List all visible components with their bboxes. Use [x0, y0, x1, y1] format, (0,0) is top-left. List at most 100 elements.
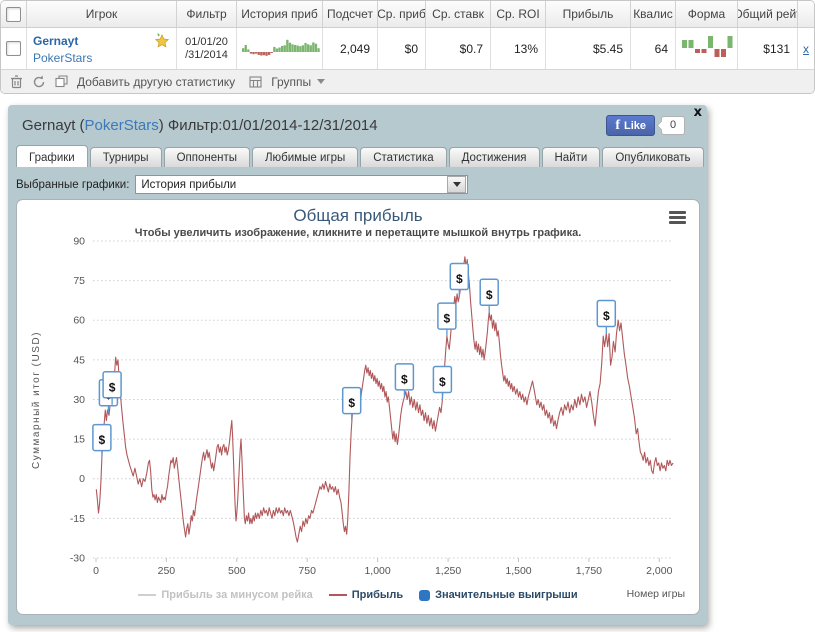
facebook-like-widget: f Like 0	[606, 115, 685, 136]
player-name-link[interactable]: Gernayt	[33, 33, 79, 48]
total-rating-cell: $131	[738, 28, 798, 69]
profit-chart-plot: -30 -15 0 15 30 45 60 75 90 0 250 500 750 1,000 1,250 1…	[31, 236, 674, 577]
y-tick-label: 15	[73, 434, 85, 446]
delete-icon[interactable]	[10, 74, 23, 89]
avg-roi-cell: 13%	[491, 28, 546, 69]
player-stats-table: Игрок Фильтр История приб Подсчет Ср. пр…	[0, 0, 815, 94]
svg-text:$: $	[348, 396, 355, 410]
tab-2[interactable]: Оппоненты	[163, 147, 250, 167]
col-total-rating: Общий рейт	[738, 1, 798, 27]
filter-date-line1: 01/01/20	[185, 35, 228, 48]
like-label: Like	[623, 119, 646, 132]
facebook-like-button[interactable]: f Like	[606, 115, 655, 136]
tab-4[interactable]: Статистика	[360, 147, 447, 167]
col-qualifies: Квалис	[631, 1, 676, 27]
chart-export-menu-icon[interactable]	[669, 211, 686, 226]
facebook-logo-icon: f	[615, 117, 620, 133]
form-bars-chart	[681, 35, 732, 57]
gridlines	[93, 240, 673, 559]
chart-subtitle: Чтобы увеличить изображение, кликните и …	[134, 227, 582, 239]
svg-text:$: $	[439, 375, 446, 389]
col-actions	[798, 1, 814, 27]
col-profit-history: История приб	[237, 1, 323, 27]
filter-cell: 01/01/20 /31/2014	[177, 28, 237, 69]
profit-cell: $5.45	[546, 28, 631, 69]
chart-select-dropdown[interactable]: История прибыли	[135, 175, 469, 194]
tab-0[interactable]: Графики	[16, 145, 88, 167]
chart-title: Общая прибыль	[293, 206, 423, 225]
tab-6[interactable]: Найти	[541, 147, 601, 167]
table-row: Gernayt PokerStars 01/01/20 /31/2014 2,0…	[1, 28, 814, 70]
groups-button[interactable]: Группы	[271, 74, 312, 89]
tab-1[interactable]: Турниры	[89, 147, 162, 167]
count-cell: 2,049	[323, 28, 378, 69]
y-tick-label: 45	[73, 354, 85, 366]
x-tick-label: 1,750	[576, 565, 602, 577]
tab-5[interactable]: Достижения	[448, 147, 540, 167]
filter-date-line2: /31/2014	[185, 48, 228, 61]
legend-item-0[interactable]: Прибыль за минусом рейка	[138, 589, 313, 601]
chart-legend: Прибыль за минусом рейка Прибыль Значитель…	[17, 589, 699, 601]
x-axis: 0 250 500 750 1,000 1,250 1,500 1,750 2,000	[93, 558, 673, 577]
y-tick-label: -15	[70, 513, 85, 525]
dropdown-arrow-button[interactable]	[447, 176, 467, 193]
col-player: Игрок	[27, 1, 177, 27]
legend-item-1[interactable]: Прибыль	[328, 589, 404, 601]
svg-text:$: $	[456, 272, 463, 286]
player-cell: Gernayt PokerStars	[27, 28, 177, 69]
qualifies-cell: 64	[631, 28, 676, 69]
remove-row-link[interactable]: x	[803, 41, 809, 56]
legend-item-2[interactable]: Значительные выигрыши	[419, 589, 578, 601]
add-statistic-icon[interactable]	[55, 75, 68, 88]
x-axis-caption: Номер игры	[626, 588, 685, 600]
col-filter: Фильтр	[177, 1, 237, 27]
tab-3[interactable]: Любимые игры	[252, 147, 359, 167]
panel-header: Gernayt (PokerStars) Фильтр:01/01/2014-1…	[8, 105, 707, 136]
svg-text:$: $	[486, 288, 493, 302]
legend-label: Прибыль за минусом рейка	[161, 589, 313, 601]
col-profit: Прибыль	[546, 1, 631, 27]
profit-chart-container[interactable]: -30 -15 0 15 30 45 60 75 90 0 250 500 750 1,000 1,250 1…	[16, 199, 700, 615]
row-checkbox[interactable]	[6, 41, 21, 56]
add-statistic-button[interactable]: Добавить другую статистику	[77, 74, 236, 89]
chart-select-label: Выбранные графики:	[16, 178, 130, 191]
player-site-link[interactable]: PokerStars	[33, 50, 93, 65]
x-tick-label: 1,500	[505, 565, 531, 577]
x-tick-label: 2,000	[646, 565, 672, 577]
col-avg-profit: Ср. приб	[378, 1, 426, 27]
x-tick-label: 500	[228, 565, 246, 577]
legend-square-icon	[419, 589, 431, 601]
y-tick-label: 90	[73, 236, 85, 248]
groups-icon[interactable]	[249, 75, 262, 88]
x-tick-label: 250	[158, 565, 176, 577]
avg-profit-cell: $0	[378, 28, 426, 69]
chevron-down-icon	[452, 182, 461, 187]
select-all-checkbox[interactable]	[6, 6, 21, 22]
panel-title-site[interactable]: PokerStars	[84, 117, 159, 134]
y-tick-label: -30	[70, 553, 85, 565]
tab-7[interactable]: Опубликовать	[602, 147, 704, 167]
svg-text:$: $	[401, 372, 408, 386]
svg-text:$: $	[444, 312, 451, 326]
header-select-all-cell	[1, 1, 27, 27]
groups-caret-icon[interactable]	[317, 79, 326, 84]
panel-title-filter: ) Фильтр:01/01/2014-12/31/2014	[158, 117, 378, 134]
refresh-icon[interactable]	[32, 75, 46, 89]
col-form: Форма	[676, 1, 738, 27]
panel-title-player: Gernayt (	[22, 117, 85, 134]
y-tick-label: 75	[73, 275, 85, 287]
x-tick-label: 1,250	[435, 565, 461, 577]
avg-stake-cell: $0.7	[426, 28, 491, 69]
table-toolbar: Добавить другую статистику Группы	[1, 70, 814, 93]
legend-label: Прибыль	[351, 589, 404, 601]
x-tick-label: 0	[93, 565, 99, 577]
panel-close-button[interactable]: x	[693, 105, 702, 120]
favorite-star-icon	[154, 32, 170, 47]
profit-history-sparkline	[237, 28, 323, 69]
significant-win-markers[interactable]: $$$$$$$$$$	[92, 262, 617, 458]
col-avg-roi: Ср. ROI	[491, 1, 546, 27]
like-count-bubble: 0	[661, 116, 685, 135]
legend-line-icon	[328, 594, 347, 596]
panel-title: Gernayt (PokerStars) Фильтр:01/01/2014-1…	[22, 117, 378, 134]
row-actions-cell: x	[798, 28, 814, 69]
